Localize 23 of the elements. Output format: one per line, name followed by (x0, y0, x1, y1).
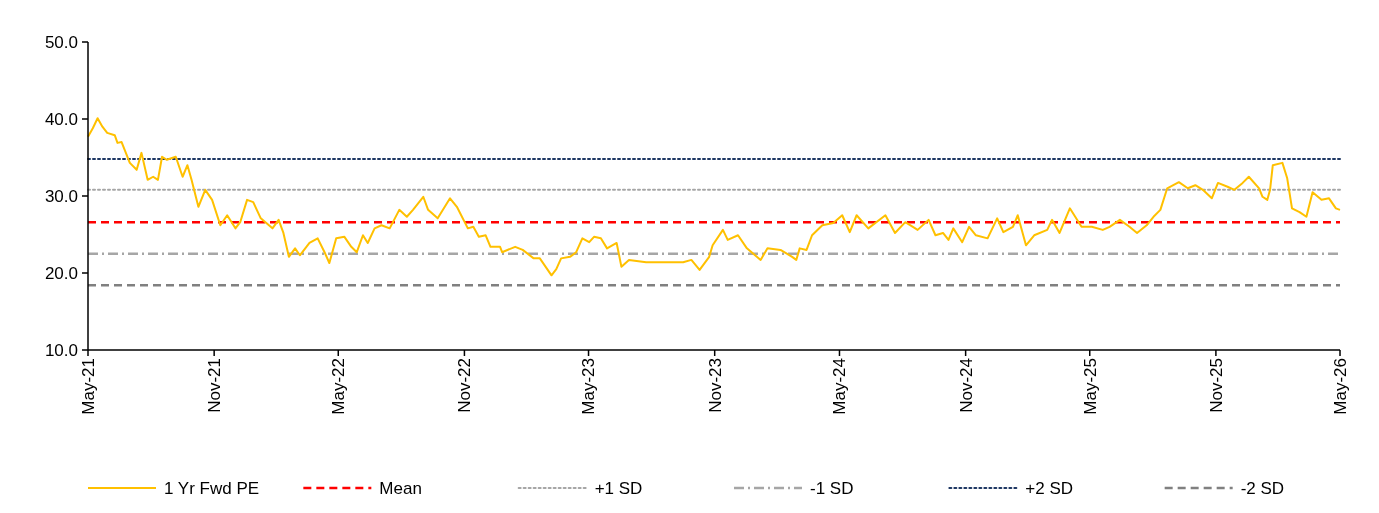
x-tick-label: May-23 (579, 358, 599, 415)
legend-label: +1 SD (594, 478, 643, 498)
x-tick-label: Nov-24 (956, 358, 976, 413)
x-tick-label: Nov-21 (205, 358, 225, 413)
x-tick-label: Nov-25 (1206, 358, 1226, 413)
x-tick-label: May-26 (1330, 358, 1350, 415)
y-tick-label: 20.0 (44, 263, 78, 283)
legend-label: +2 SD (1025, 478, 1074, 498)
x-tick-label: Nov-22 (455, 358, 475, 413)
x-tick-label: May-25 (1080, 358, 1100, 415)
legend-label: -2 SD (1240, 478, 1285, 498)
legend-label: 1 Yr Fwd PE (164, 478, 260, 498)
x-tick-label: May-22 (329, 358, 349, 415)
y-tick-label: 10.0 (44, 340, 78, 360)
legend-label: -1 SD (810, 478, 854, 498)
y-tick-label: 30.0 (44, 186, 78, 206)
x-tick-label: May-21 (78, 358, 98, 415)
line-series (87, 117, 1341, 277)
y-tick-label: 50.0 (44, 32, 78, 52)
x-tick-label: May-24 (830, 358, 850, 415)
y-tick-label: 40.0 (44, 109, 78, 129)
legend-label: Mean (379, 478, 422, 498)
x-tick-label: Nov-23 (705, 358, 725, 413)
